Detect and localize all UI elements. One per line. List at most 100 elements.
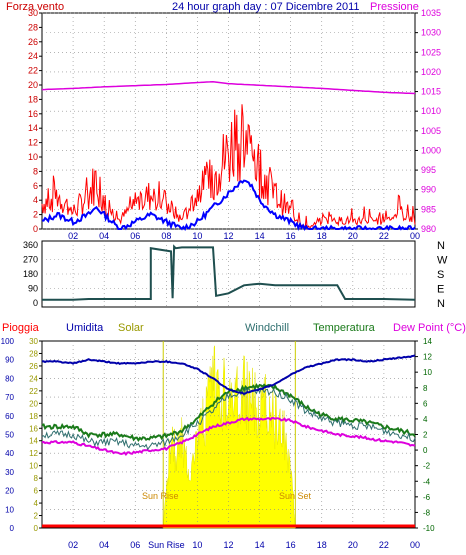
p2-left-tick-label: 0 (33, 298, 38, 308)
p1-x-tick-label: 00 (410, 231, 420, 241)
wind-direction-line (42, 244, 416, 301)
p1-x-tick-label: 02 (68, 231, 78, 241)
p2-left-tick-label: 180 (23, 269, 38, 279)
p3-x-tick-label: 00 (410, 540, 420, 550)
p1-right-tick-label: 1020 (421, 67, 441, 77)
humidity-tick-label: 0 (10, 524, 15, 533)
p1-right-tick-label: 1035 (421, 8, 441, 18)
legend-solar: Solar (118, 322, 144, 334)
solar-tick-label: 28 (29, 349, 38, 358)
sun-rise-label: Sun Rise (142, 491, 179, 501)
compass-letter-n: N (437, 240, 445, 252)
temperature-tick-label: 0 (423, 446, 428, 455)
humidity-tick-label: 80 (5, 374, 14, 383)
p1-x-tick-label: 06 (130, 231, 140, 241)
wind-strength-title: Forza vento (6, 1, 64, 13)
p1-x-tick-label: 20 (348, 231, 358, 241)
solar-tick-label: 22 (29, 387, 38, 396)
p1-right-tick-label: 1000 (421, 145, 441, 155)
legend-temperatura: Temperatura (313, 322, 376, 334)
p1-left-tick-label: 30 (28, 8, 38, 18)
p1-left-tick-label: 22 (28, 66, 38, 76)
compass-letter-e: E (437, 284, 444, 296)
solar-tick-label: 10 (29, 462, 38, 471)
solar-tick-label: 0 (34, 524, 39, 533)
p1-x-tick-label: 04 (99, 231, 109, 241)
temperature-tick-label: 6 (423, 399, 428, 408)
legend-dewpoint: Dew Point (°C) (393, 322, 466, 334)
legend-pioggia: Pioggia (2, 322, 40, 334)
humidity-tick-label: 90 (5, 356, 14, 365)
humidity-tick-label: 70 (5, 393, 14, 402)
p3-x-tick-label: 16 (286, 540, 296, 550)
p1-left-tick-label: 8 (33, 166, 38, 176)
compass-letter-s: S (437, 269, 444, 281)
temperature-tick-label: 14 (423, 337, 432, 346)
solar-tick-label: 6 (34, 487, 39, 496)
p1-x-tick-label: 08 (161, 231, 171, 241)
humidity-tick-label: 50 (5, 431, 14, 440)
solar-tick-label: 4 (34, 499, 39, 508)
temperature-tick-label: 4 (423, 415, 428, 424)
dewpoint-line (41, 416, 416, 456)
wind-speed-line (41, 104, 416, 231)
solar-tick-label: 20 (29, 399, 38, 408)
p3-x-tick-label: 20 (348, 540, 358, 550)
temperature-line (41, 383, 416, 443)
p1-right-tick-label: 1015 (421, 87, 441, 97)
p1-right-tick-label: 1030 (421, 28, 441, 38)
p1-x-tick-label: 10 (192, 231, 202, 241)
humidity-tick-label: 60 (5, 412, 14, 421)
p1-left-tick-label: 14 (28, 123, 38, 133)
temperature-tick-label: -4 (423, 477, 431, 486)
pressure-title: Pressione (370, 1, 419, 13)
p1-right-tick-label: 985 (421, 204, 436, 214)
solar-tick-label: 24 (29, 374, 38, 383)
p3-x-tick-label: 04 (99, 540, 109, 550)
solar-tick-label: 8 (34, 474, 39, 483)
solar-tick-label: 18 (29, 412, 38, 421)
humidity-line (41, 354, 416, 395)
temperature-tick-label: -10 (423, 524, 435, 533)
humidity-tick-label: 30 (5, 468, 14, 477)
p1-right-tick-label: 995 (421, 165, 436, 175)
temperature-tick-label: 10 (423, 368, 432, 377)
p1-x-tick-label: 18 (317, 231, 327, 241)
p1-left-tick-label: 28 (28, 22, 38, 32)
temperature-tick-label: 8 (423, 384, 428, 393)
p1-right-tick-label: 980 (421, 224, 436, 234)
p1-left-tick-label: 4 (33, 195, 38, 205)
p1-left-tick-label: 10 (28, 152, 38, 162)
p1-left-tick-label: 26 (28, 37, 38, 47)
p1-right-tick-label: 1005 (421, 126, 441, 136)
p2-left-tick-label: 90 (28, 284, 38, 294)
temperature-tick-label: -6 (423, 493, 431, 502)
legend-umidita: Umidita (66, 322, 104, 334)
p1-left-tick-label: 20 (28, 80, 38, 90)
humidity-tick-label: 10 (5, 505, 14, 514)
solar-tick-label: 30 (29, 337, 38, 346)
p3-x-tick-label: 22 (379, 540, 389, 550)
temperature-tick-label: 12 (423, 353, 432, 362)
humidity-tick-label: 40 (5, 449, 14, 458)
temperature-tick-label: 2 (423, 431, 428, 440)
p3-x-tick-label: 02 (68, 540, 78, 550)
sun-set-label: Sun Set (279, 491, 312, 501)
p1-right-tick-label: 1025 (421, 47, 441, 57)
compass-letter-w: W (437, 255, 448, 267)
solar-tick-label: 26 (29, 362, 38, 371)
p1-right-tick-label: 1010 (421, 106, 441, 116)
p1-x-tick-label: 22 (379, 231, 389, 241)
compass-letter-n: N (437, 298, 445, 310)
p3-x-tick-label: 12 (223, 540, 233, 550)
p1-left-tick-label: 0 (33, 224, 38, 234)
p2-left-tick-label: 270 (23, 255, 38, 265)
humidity-tick-label: 20 (5, 487, 14, 496)
legend-windchill: Windchill (245, 322, 289, 334)
p1-right-tick-label: 990 (421, 185, 436, 195)
p1-x-tick-label: 12 (223, 231, 233, 241)
solar-tick-label: 14 (29, 437, 38, 446)
p1-x-tick-label: 14 (255, 231, 265, 241)
temperature-tick-label: -2 (423, 462, 431, 471)
